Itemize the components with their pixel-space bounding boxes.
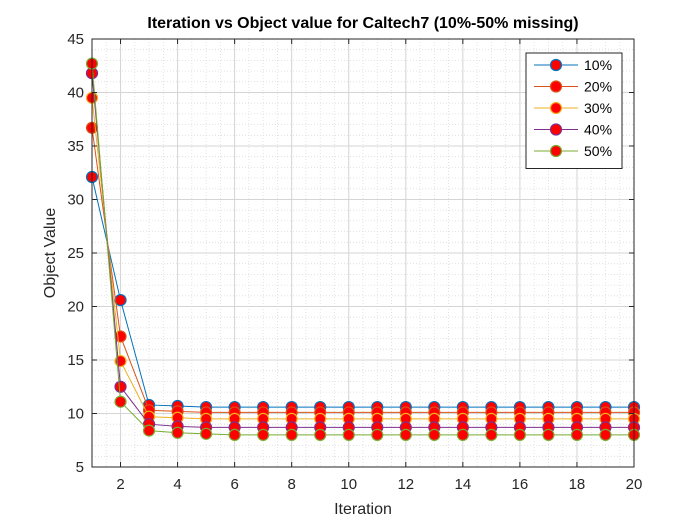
x-tick-label: 12 [397,476,414,493]
y-tick-label: 15 [67,352,84,369]
legend-marker [549,123,563,136]
y-tick-label: 45 [67,31,84,48]
legend-marker [549,101,563,115]
data-point [542,428,555,441]
x-tick-label: 16 [512,476,529,493]
data-point [456,428,469,441]
legend-marker [549,144,563,158]
y-tick-label: 5 [76,459,84,476]
x-tick-labels: 2 4 6 8 10 12 14 16 18 20 [116,476,642,493]
data-point [114,293,127,307]
legend-item: 40% [534,122,612,138]
data-point [257,428,270,441]
x-tick-label: 14 [454,476,471,493]
x-tick-label: 4 [173,476,181,493]
data-point [513,428,526,441]
legend-label: 30% [584,100,612,116]
data-point [228,428,241,441]
legend-label: 20% [584,79,612,95]
x-tick-label: 18 [569,476,586,493]
legend-item: 30% [534,100,612,116]
y-tick-label: 25 [67,245,84,262]
data-point [485,428,498,441]
data-point [314,428,327,441]
data-point [570,428,584,441]
data-point [200,427,213,440]
x-tick-label: 10 [340,476,357,493]
data-point [114,380,127,393]
chart-title: Iteration vs Object value for Caltech7 (… [147,15,578,32]
x-tick-label: 20 [626,476,643,493]
legend-box [525,52,623,169]
axis-ticks [92,38,635,468]
data-point [399,428,412,441]
data-point [599,428,612,441]
legend-marker [549,58,563,72]
legend-label: 40% [584,122,612,138]
y-tick-label: 20 [67,299,84,316]
data-point [171,426,184,439]
legend-label: 50% [584,143,612,159]
x-tick-label: 6 [230,476,238,493]
major-grid [92,38,635,468]
legend: 10% 20% 30% 40% 50% [525,52,623,169]
y-tick-labels: 5 10 15 20 25 30 35 40 45 [67,31,84,476]
y-tick-label: 40 [67,85,84,102]
data-point [428,428,441,441]
x-tick-label: 8 [288,476,296,493]
data-point [342,428,355,441]
legend-marker [549,80,563,93]
legend-label: 10% [584,57,612,73]
data-point [114,395,127,408]
y-tick-label: 10 [67,406,84,423]
y-tick-label: 35 [67,138,84,155]
data-point [371,428,384,441]
data-point [285,428,298,441]
series-50pct [85,57,641,441]
legend-item: 50% [534,143,612,159]
y-tick-label: 30 [67,192,84,209]
data-point [142,424,156,437]
x-tick-label: 2 [116,476,124,493]
x-axis-label: Iteration [334,501,392,518]
y-axis-label: Object Value [42,208,59,299]
legend-item: 20% [534,79,612,95]
legend-item: 10% [534,57,612,73]
